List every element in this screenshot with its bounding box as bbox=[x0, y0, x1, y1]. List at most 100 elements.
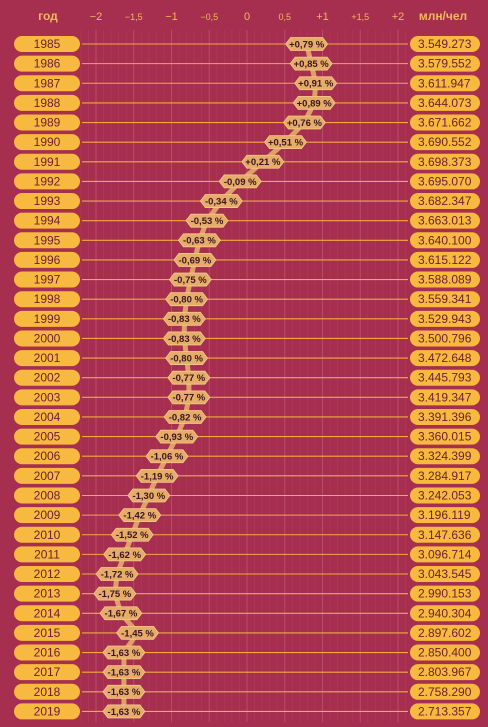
year-pill bbox=[14, 605, 80, 622]
year-label: 1987 bbox=[34, 76, 61, 90]
population-value: 3.360.015 bbox=[418, 430, 472, 444]
x-tick-label: −1 bbox=[165, 11, 178, 23]
population-pill bbox=[410, 624, 480, 641]
year-pill bbox=[14, 153, 80, 170]
year-label: 2014 bbox=[34, 606, 61, 620]
year-label: 2009 bbox=[34, 508, 61, 522]
year-pill bbox=[14, 114, 80, 131]
year-pill bbox=[14, 94, 80, 111]
population-value: 3.611.947 bbox=[418, 76, 471, 90]
year-pill bbox=[14, 683, 80, 700]
population-pill bbox=[410, 487, 480, 504]
year-pill bbox=[14, 389, 80, 406]
population-pill bbox=[410, 232, 480, 249]
change-label: -0,83 % bbox=[168, 334, 201, 345]
population-pill bbox=[410, 585, 480, 602]
change-marker bbox=[294, 76, 338, 91]
change-marker bbox=[95, 567, 139, 581]
x-axis-ticks: −2 −1,5 −1 −0,5 0 0,5 +1 +1,5 +2 bbox=[90, 11, 405, 23]
population-value: 2.758.290 bbox=[418, 685, 472, 699]
year-label: 1989 bbox=[34, 116, 61, 130]
year-pill bbox=[14, 75, 80, 92]
year-label: 1999 bbox=[34, 312, 61, 326]
year-label: 1985 bbox=[34, 37, 61, 51]
change-label: +0,91 % bbox=[298, 79, 334, 90]
change-marker bbox=[102, 684, 146, 699]
year-pill bbox=[14, 428, 80, 445]
population-pill bbox=[410, 428, 480, 445]
population-value: 3.391.396 bbox=[418, 410, 472, 424]
change-marker bbox=[145, 449, 189, 464]
population-value: 3.324.399 bbox=[418, 449, 472, 463]
change-marker bbox=[168, 272, 212, 287]
population-value: 2.897.602 bbox=[418, 626, 472, 640]
change-marker bbox=[102, 704, 146, 719]
population-value: 3.529.943 bbox=[418, 312, 472, 326]
year-pill bbox=[14, 467, 80, 484]
change-marker bbox=[102, 665, 146, 680]
year-pill bbox=[14, 350, 80, 367]
population-pill bbox=[410, 644, 480, 661]
population-value: 3.671.662 bbox=[418, 116, 472, 130]
population-value: 3.445.793 bbox=[418, 371, 472, 385]
year-pill bbox=[14, 487, 80, 504]
change-label: -0,93 % bbox=[160, 432, 193, 443]
change-label: -1,63 % bbox=[108, 668, 141, 679]
change-marker bbox=[292, 95, 336, 110]
year-pill bbox=[14, 408, 80, 425]
year-label: 2011 bbox=[34, 547, 60, 561]
population-pill bbox=[410, 94, 480, 111]
population-pill bbox=[410, 389, 480, 406]
change-label: -1,62 % bbox=[108, 550, 141, 561]
change-marker bbox=[99, 606, 143, 621]
population-value: 3.096.714 bbox=[418, 547, 472, 561]
change-marker bbox=[199, 194, 243, 208]
population-value: 3.242.053 bbox=[418, 488, 472, 502]
population-value: 2.940.304 bbox=[418, 606, 472, 620]
population-value: 3.147.636 bbox=[418, 528, 472, 542]
gridlines bbox=[80, 30, 406, 722]
population-value: 3.196.119 bbox=[418, 508, 471, 522]
change-label: -0,77 % bbox=[172, 393, 205, 404]
year-label: 2002 bbox=[34, 371, 61, 385]
year-label: 2004 bbox=[34, 410, 61, 424]
population-pill bbox=[410, 546, 480, 563]
change-marker bbox=[173, 253, 217, 267]
year-pill bbox=[14, 585, 80, 602]
population-value: 3.579.552 bbox=[418, 57, 472, 71]
change-marker bbox=[162, 331, 206, 346]
population-value: 3.695.070 bbox=[418, 174, 472, 188]
year-label: 1986 bbox=[34, 57, 61, 71]
population-value: 3.588.089 bbox=[418, 273, 472, 287]
year-label: 1993 bbox=[34, 194, 61, 208]
population-pill bbox=[410, 251, 480, 268]
year-pill bbox=[14, 232, 80, 249]
population-value: 3.640.100 bbox=[418, 233, 472, 247]
change-marker bbox=[110, 527, 154, 542]
population-value: 3.419.347 bbox=[418, 390, 472, 404]
change-marker bbox=[93, 586, 137, 601]
change-label: +0,51 % bbox=[268, 138, 304, 149]
change-label: -1,63 % bbox=[108, 707, 141, 718]
change-marker bbox=[103, 547, 147, 562]
change-label: +0,76 % bbox=[287, 118, 323, 129]
change-label: -1,19 % bbox=[141, 471, 174, 482]
year-pill bbox=[14, 507, 80, 524]
change-label: -0,82 % bbox=[169, 412, 202, 423]
population-column-header: млн/чел bbox=[419, 9, 467, 23]
year-label: 2003 bbox=[34, 390, 61, 404]
year-pill bbox=[14, 212, 80, 229]
change-marker bbox=[282, 115, 326, 130]
year-pill bbox=[14, 369, 80, 386]
year-label: 1997 bbox=[34, 273, 61, 287]
change-marker bbox=[118, 508, 162, 523]
population-pill bbox=[410, 55, 480, 72]
population-value: 3.500.796 bbox=[418, 331, 472, 345]
year-pill bbox=[14, 664, 80, 681]
population-pill bbox=[410, 683, 480, 700]
year-label: 2006 bbox=[34, 449, 61, 463]
year-pill bbox=[14, 291, 80, 308]
population-value: 3.043.545 bbox=[418, 567, 472, 581]
